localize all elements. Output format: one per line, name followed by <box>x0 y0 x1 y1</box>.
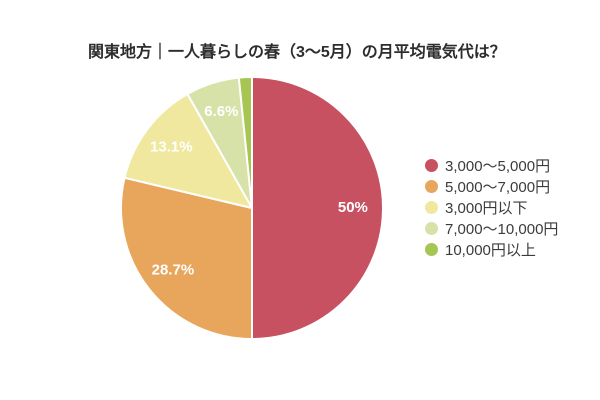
pie-slice-label: 13.1% <box>150 138 193 155</box>
legend-item: 5,000〜7,000円 <box>425 176 558 197</box>
pie-slice <box>120 176 253 340</box>
legend-label: 3,000〜5,000円 <box>445 158 551 175</box>
legend-label: 3,000円以下 <box>445 200 528 217</box>
pie-slice-label: 50% <box>338 199 368 216</box>
pie-slice <box>123 93 253 209</box>
pie-slice-label: 6.6% <box>204 103 238 120</box>
legend-item: 3,000〜5,000円 <box>425 155 558 176</box>
legend-label: 7,000〜10,000円 <box>445 221 559 238</box>
legend-swatch <box>425 180 438 193</box>
legend-item: 7,000〜10,000円 <box>425 218 558 239</box>
legend-swatch <box>425 201 438 214</box>
legend-swatch <box>425 243 438 256</box>
legend: 3,000〜5,000円 5,000〜7,000円 3,000円以下 7,000〜10… <box>425 155 558 260</box>
legend-item: 10,000円以上 <box>425 239 558 260</box>
legend-swatch <box>425 222 438 235</box>
chart-title: 関東地方｜一人暮らしの春（3〜5月）の月平均電気代は？ <box>88 44 506 61</box>
legend-swatch <box>425 159 438 172</box>
legend-item: 3,000円以下 <box>425 197 558 218</box>
legend-label: 5,000〜7,000円 <box>445 179 551 196</box>
pie-slice-label: 28.7% <box>152 262 195 279</box>
pie-slice <box>237 75 253 209</box>
pie-slice <box>251 76 384 340</box>
legend-label: 10,000円以上 <box>445 242 536 259</box>
